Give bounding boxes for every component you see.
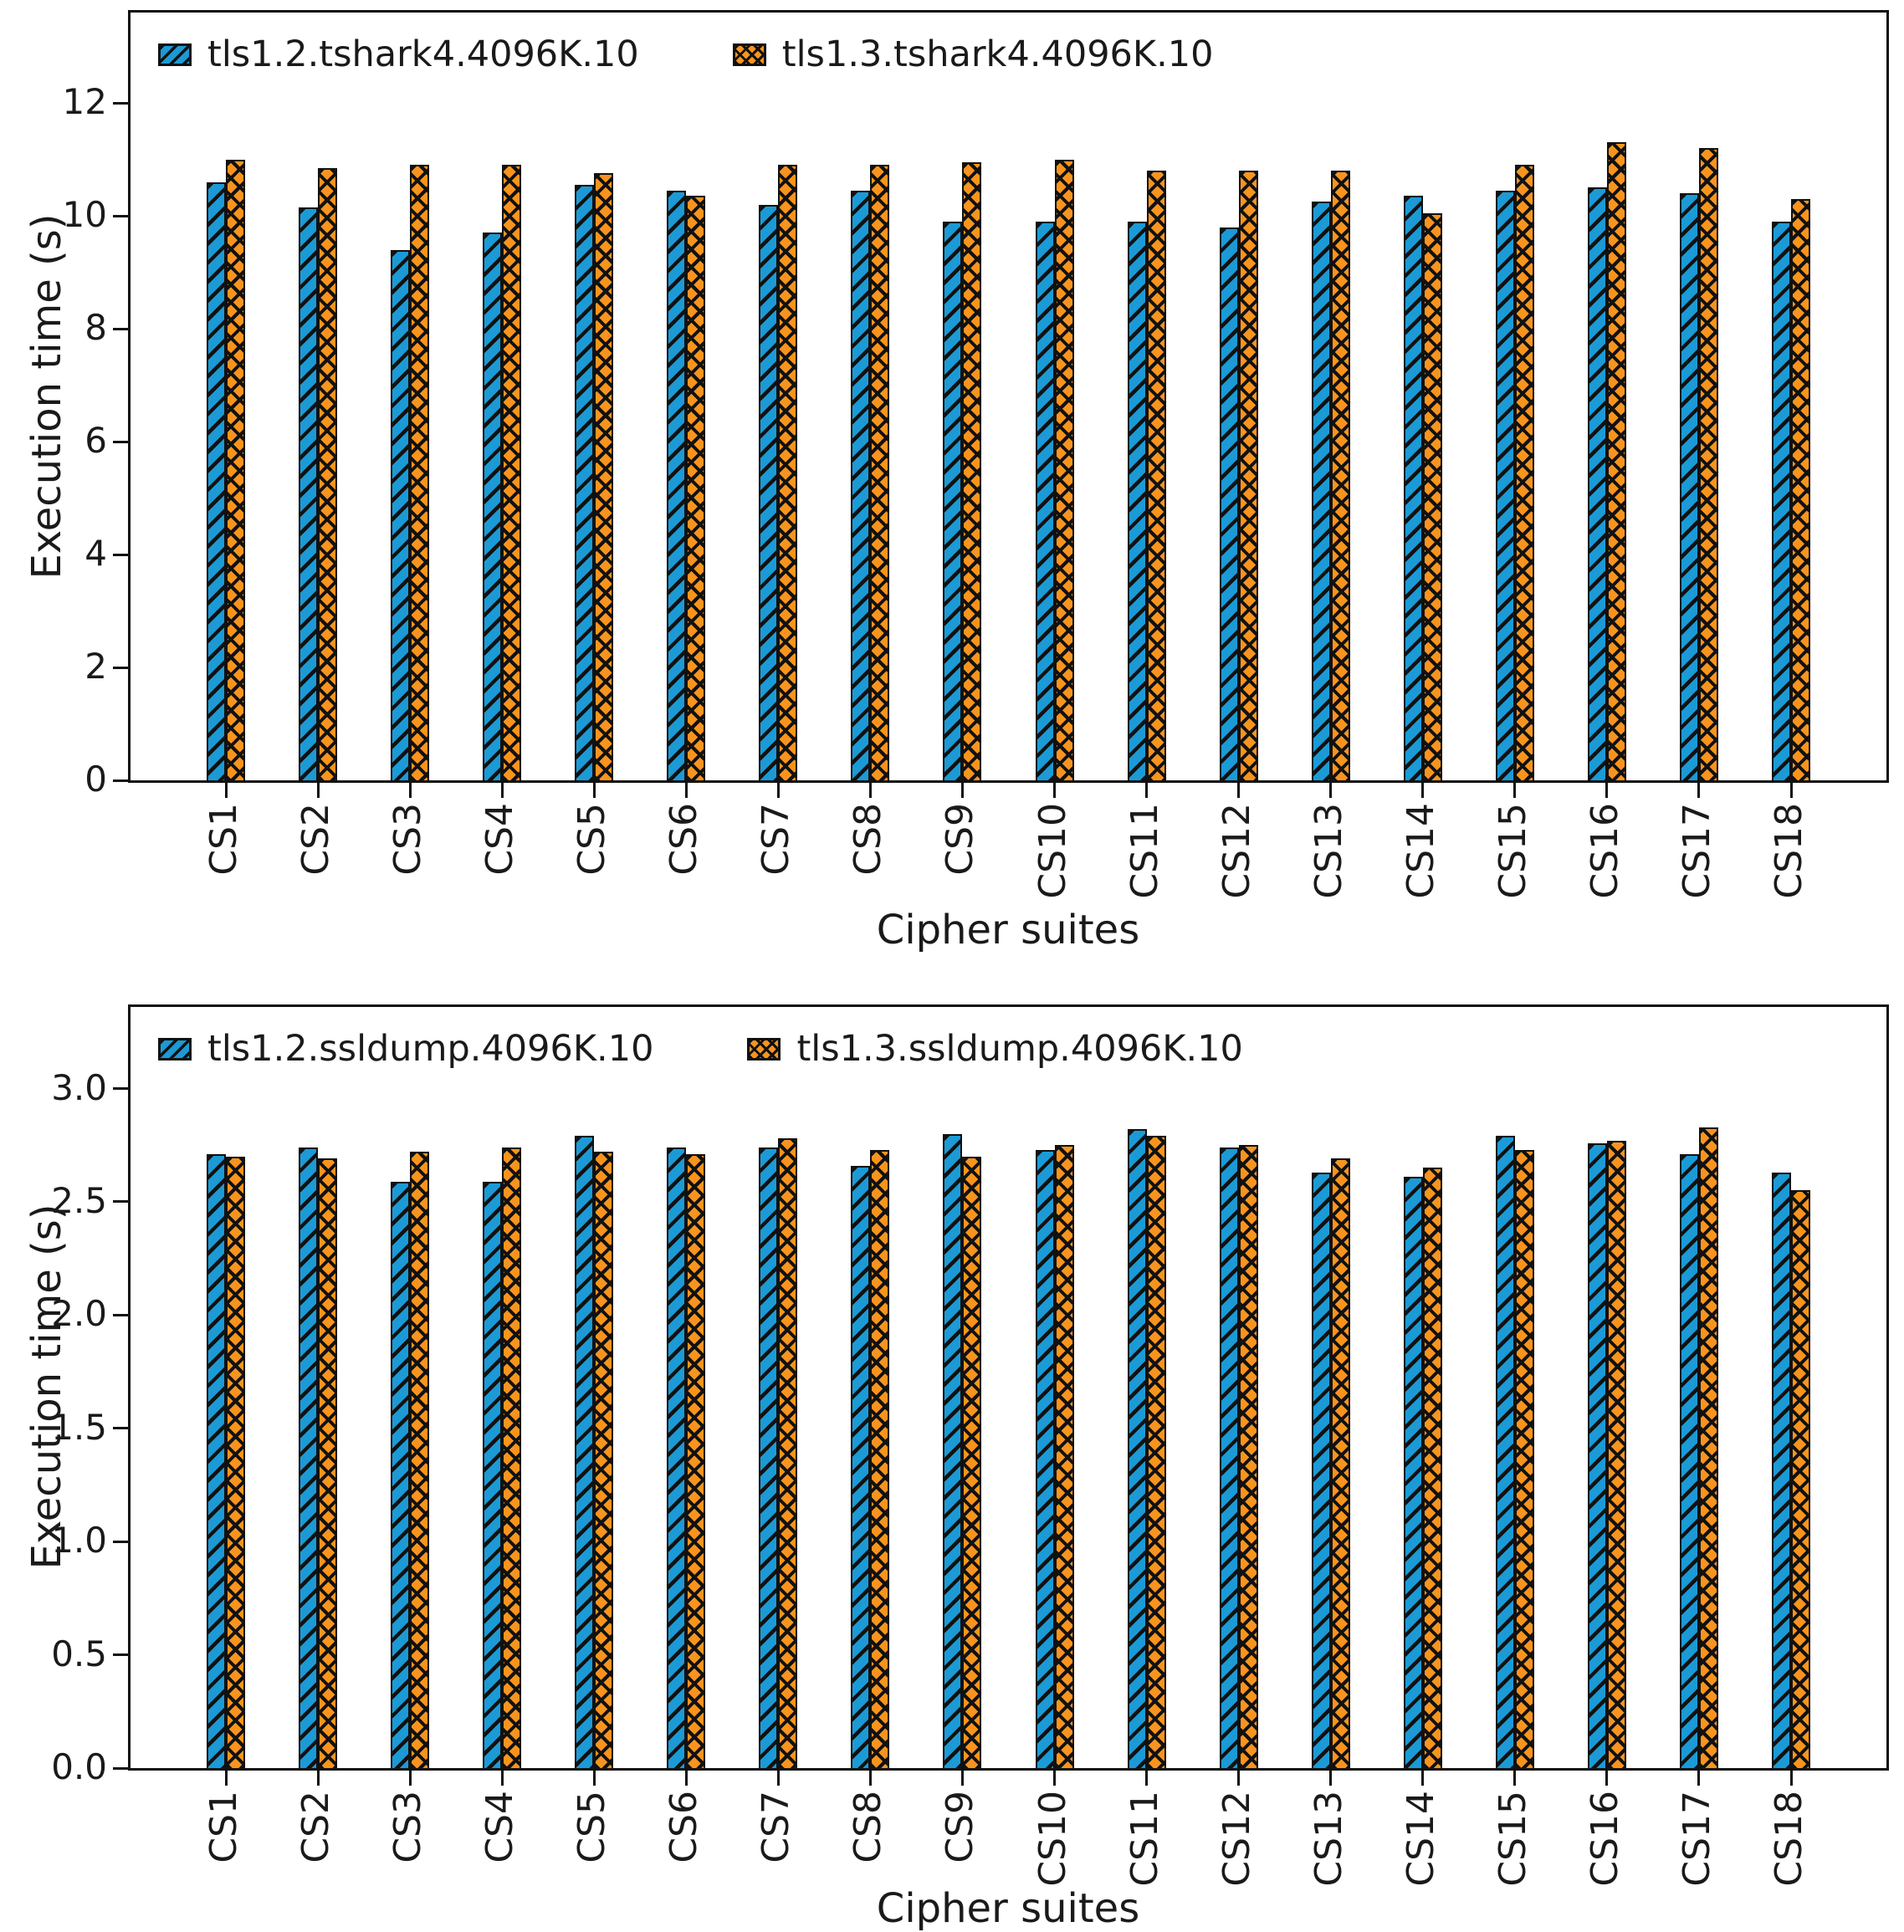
y-tick-mark xyxy=(113,553,128,556)
y-tick-mark xyxy=(113,666,128,669)
x-tick-mark xyxy=(1421,783,1425,798)
tshark-y-axis-title: Execution time (s) xyxy=(23,213,70,580)
x-tick-label: CS11 xyxy=(1123,803,1166,899)
x-tick-mark xyxy=(776,1771,780,1786)
y-tick-label: 0 xyxy=(84,759,107,800)
y-tick-label: 2 xyxy=(84,646,107,687)
x-tick-label: CS17 xyxy=(1675,803,1718,899)
x-tick-mark xyxy=(868,1771,872,1786)
x-tick-mark xyxy=(1329,783,1333,798)
x-tick-mark xyxy=(224,783,228,798)
x-tick-mark xyxy=(316,783,320,798)
tshark-plot-area xyxy=(128,10,1889,783)
x-tick-label: CS5 xyxy=(571,1791,614,1863)
x-tick-label: CS17 xyxy=(1675,1791,1718,1887)
tshark-x-axis-title: Cipher suites xyxy=(876,907,1140,953)
x-tick-mark xyxy=(1605,783,1609,798)
y-tick-mark xyxy=(113,1653,128,1657)
x-tick-label: CS12 xyxy=(1215,1791,1258,1887)
x-tick-label: CS2 xyxy=(294,803,338,876)
x-tick-label: CS18 xyxy=(1768,1791,1810,1887)
y-tick-mark xyxy=(113,440,128,443)
x-tick-mark xyxy=(316,1771,320,1786)
x-tick-label: CS4 xyxy=(479,803,522,876)
x-tick-label: CS14 xyxy=(1399,803,1442,899)
x-tick-label: CS5 xyxy=(571,803,614,876)
x-tick-label: CS15 xyxy=(1491,1791,1534,1887)
y-tick-label: 0.0 xyxy=(51,1746,107,1787)
x-tick-mark xyxy=(592,783,596,798)
x-tick-label: CS3 xyxy=(386,1791,430,1863)
x-tick-label: CS2 xyxy=(294,1791,338,1863)
x-tick-mark xyxy=(1053,783,1057,798)
x-tick-mark xyxy=(1697,1771,1701,1786)
x-tick-label: CS15 xyxy=(1491,803,1534,899)
y-tick-label: 0.5 xyxy=(51,1633,107,1674)
x-tick-label: CS6 xyxy=(663,1791,706,1863)
x-tick-mark xyxy=(500,1771,504,1786)
ssldump-x-axis-title: Cipher suites xyxy=(876,1885,1140,1932)
x-tick-mark xyxy=(1145,1771,1149,1786)
x-tick-label: CS12 xyxy=(1215,803,1258,899)
x-tick-label: CS8 xyxy=(847,803,890,876)
x-tick-label: CS8 xyxy=(847,1791,890,1863)
ssldump-plot-area xyxy=(128,1004,1889,1771)
x-tick-mark xyxy=(1421,1771,1425,1786)
x-tick-mark xyxy=(868,783,872,798)
x-tick-mark xyxy=(1513,1771,1517,1786)
x-tick-label: CS10 xyxy=(1031,1791,1074,1887)
x-tick-label: CS1 xyxy=(202,803,245,876)
ssldump-y-axis-title: Execution time (s) xyxy=(23,1204,70,1570)
x-tick-label: CS10 xyxy=(1031,803,1074,899)
x-tick-mark xyxy=(1237,783,1241,798)
x-tick-mark xyxy=(684,1771,688,1786)
y-tick-mark xyxy=(113,327,128,330)
x-tick-mark xyxy=(960,783,964,798)
x-tick-label: CS4 xyxy=(479,1791,522,1863)
x-tick-mark xyxy=(1697,783,1701,798)
x-tick-label: CS6 xyxy=(663,803,706,876)
y-tick-mark xyxy=(113,1200,128,1204)
x-tick-mark xyxy=(1789,783,1793,798)
y-tick-mark xyxy=(113,1427,128,1430)
x-tick-mark xyxy=(408,783,412,798)
x-tick-label: CS16 xyxy=(1583,1791,1626,1887)
x-tick-label: CS7 xyxy=(755,1791,798,1863)
x-tick-label: CS1 xyxy=(202,1791,245,1863)
x-tick-label: CS7 xyxy=(755,803,798,876)
x-tick-mark xyxy=(1605,1771,1609,1786)
x-tick-mark xyxy=(224,1771,228,1786)
y-tick-label: 3.0 xyxy=(51,1066,107,1108)
x-tick-mark xyxy=(684,783,688,798)
x-tick-mark xyxy=(1145,783,1149,798)
x-tick-label: CS3 xyxy=(386,803,430,876)
y-tick-mark xyxy=(113,101,128,105)
x-tick-label: CS13 xyxy=(1307,803,1350,899)
x-tick-label: CS16 xyxy=(1583,803,1626,899)
x-tick-mark xyxy=(1237,1771,1241,1786)
y-tick-mark xyxy=(113,1313,128,1316)
x-tick-label: CS18 xyxy=(1768,803,1810,899)
y-tick-mark xyxy=(113,1766,128,1770)
y-tick-label: 12 xyxy=(62,81,107,122)
x-tick-mark xyxy=(1513,783,1517,798)
x-tick-label: CS9 xyxy=(939,803,982,876)
x-tick-label: CS11 xyxy=(1123,1791,1166,1887)
x-tick-label: CS14 xyxy=(1399,1791,1442,1887)
x-tick-mark xyxy=(776,783,780,798)
x-tick-mark xyxy=(960,1771,964,1786)
x-tick-label: CS9 xyxy=(939,1791,982,1863)
x-tick-mark xyxy=(1053,1771,1057,1786)
y-tick-mark xyxy=(113,779,128,782)
x-tick-mark xyxy=(500,783,504,798)
x-tick-mark xyxy=(408,1771,412,1786)
y-tick-mark xyxy=(113,214,128,217)
y-tick-mark xyxy=(113,1087,128,1090)
x-tick-mark xyxy=(1789,1771,1793,1786)
y-tick-mark xyxy=(113,1540,128,1543)
x-tick-mark xyxy=(592,1771,596,1786)
x-tick-label: CS13 xyxy=(1307,1791,1350,1887)
x-tick-mark xyxy=(1329,1771,1333,1786)
